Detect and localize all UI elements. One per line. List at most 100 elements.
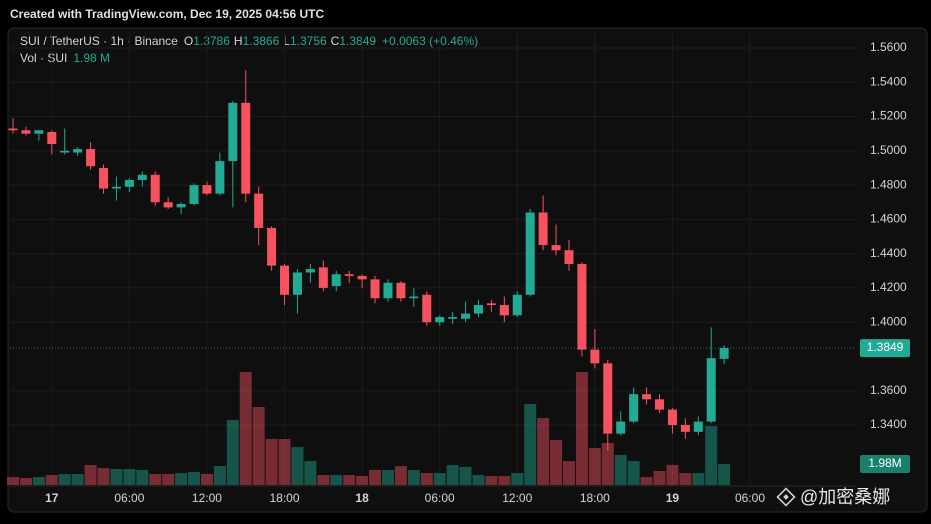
x-tick-label: 12:00 <box>502 491 532 505</box>
volume-bar <box>601 443 614 485</box>
volume-bar <box>265 438 278 485</box>
y-tick-label: 1.4400 <box>870 246 907 260</box>
volume-bar <box>136 469 149 485</box>
watermark-text: @加密桑娜 <box>800 487 890 507</box>
volume-bar <box>369 469 382 485</box>
candle-body <box>693 421 703 432</box>
volume-bar <box>32 477 45 485</box>
volume-bar <box>200 473 213 485</box>
y-tick-label: 1.5400 <box>870 74 907 88</box>
volume-bar <box>705 425 718 485</box>
legend-text: 1.3866 <box>243 34 280 48</box>
candle-body <box>47 131 57 144</box>
volume-bar <box>330 475 343 485</box>
legend-text: C <box>331 34 340 48</box>
candle-body <box>551 245 561 251</box>
y-tick-label: 1.4600 <box>870 212 907 226</box>
candle-body <box>719 348 729 359</box>
volume-bar <box>537 418 550 485</box>
volume-bar <box>679 473 692 485</box>
volume-bar <box>175 473 188 485</box>
watermark-icon <box>776 487 796 507</box>
volume-bar <box>213 466 226 485</box>
candle-body <box>680 425 690 432</box>
y-tick-label: 1.5000 <box>870 143 907 157</box>
volume-bar <box>692 473 705 485</box>
volume-bar <box>84 464 97 485</box>
candle-body <box>292 272 302 295</box>
candle-body <box>215 161 225 194</box>
candle-body <box>512 294 522 316</box>
candle-body <box>409 296 419 299</box>
legend-text: L <box>283 34 290 48</box>
volume-bar <box>524 404 537 485</box>
candle-body <box>461 313 471 319</box>
chart-panel <box>7 27 928 513</box>
candle-body <box>111 186 121 189</box>
legend-text: 1.98 M <box>73 51 110 65</box>
volume-bar <box>149 473 162 485</box>
y-tick-label: 1.4000 <box>870 314 907 328</box>
candle-body <box>99 167 109 189</box>
candle-body <box>228 102 238 162</box>
volume-bar <box>550 439 563 485</box>
volume-bar <box>291 447 304 485</box>
volume-bar <box>19 478 32 485</box>
candle-body <box>318 267 328 288</box>
candle-body <box>86 149 96 167</box>
volume-bar <box>640 477 653 485</box>
volume-bar <box>162 473 175 485</box>
volume-bar <box>278 438 291 485</box>
y-tick-label: 1.5200 <box>870 109 907 123</box>
volume-bar <box>343 475 356 485</box>
volume-bar <box>433 473 446 485</box>
watermark: @加密桑娜 <box>776 487 890 507</box>
x-tick-label: 12:00 <box>192 491 222 505</box>
volume-badge-label: 1.98M <box>868 456 901 470</box>
candle-body <box>357 275 367 280</box>
candle-body <box>564 250 574 264</box>
candle-body <box>422 294 432 323</box>
volume-bar <box>718 464 731 485</box>
candle-body <box>124 179 134 187</box>
candle-body <box>21 130 31 134</box>
volume-bar <box>71 473 84 485</box>
candle-body <box>370 279 380 299</box>
candle-body <box>499 305 509 316</box>
candle-body <box>616 421 626 434</box>
y-tick-label: 1.4200 <box>870 280 907 294</box>
legend-text: Vol · SUI <box>20 51 67 65</box>
candle-body <box>706 358 716 422</box>
price-badge-label: 1.3849 <box>867 340 904 354</box>
volume-bar <box>7 477 19 485</box>
x-tick-label: 18:00 <box>580 491 610 505</box>
volume-bar <box>394 466 407 485</box>
volume-bar <box>317 475 330 485</box>
x-tick-label: 18:00 <box>270 491 300 505</box>
volume-bar <box>666 464 679 485</box>
candle-body <box>189 185 199 204</box>
y-tick-label: 1.3600 <box>870 383 907 397</box>
volume-bar <box>58 473 71 485</box>
candle-body <box>538 212 548 246</box>
volume-bar <box>653 471 666 485</box>
candle-body <box>577 263 587 350</box>
x-tick-label: 18 <box>355 491 369 505</box>
x-tick-label: 17 <box>45 491 59 505</box>
volume-bar <box>614 455 627 485</box>
candle-body <box>8 128 18 131</box>
x-tick-label: 06:00 <box>114 491 144 505</box>
candle-body <box>383 282 393 299</box>
y-tick-label: 1.4800 <box>870 177 907 191</box>
volume-badge <box>860 455 910 474</box>
candle-body <box>448 317 458 319</box>
candle-body <box>473 305 483 314</box>
volume-bar <box>356 475 369 485</box>
candle-body <box>176 203 186 208</box>
volume-bar <box>123 468 136 485</box>
y-tick-label: 1.5600 <box>870 40 907 54</box>
volume-bar <box>188 471 201 485</box>
candle-body <box>241 102 251 194</box>
